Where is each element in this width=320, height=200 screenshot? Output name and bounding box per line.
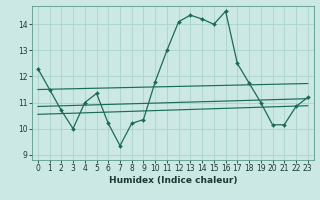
X-axis label: Humidex (Indice chaleur): Humidex (Indice chaleur)	[108, 176, 237, 185]
